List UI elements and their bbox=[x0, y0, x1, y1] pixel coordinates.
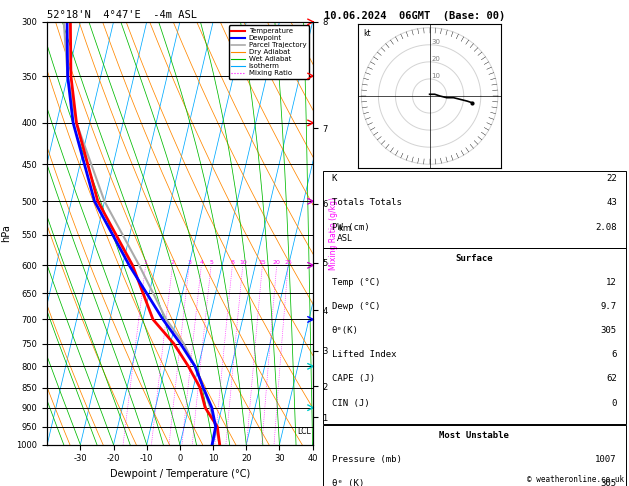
Text: 1007: 1007 bbox=[595, 455, 617, 464]
Text: 4: 4 bbox=[199, 260, 203, 265]
X-axis label: Dewpoint / Temperature (°C): Dewpoint / Temperature (°C) bbox=[110, 469, 250, 479]
Text: PW (cm): PW (cm) bbox=[331, 223, 369, 231]
Text: θᵉ(K): θᵉ(K) bbox=[331, 326, 359, 335]
Text: 5: 5 bbox=[209, 260, 213, 265]
Bar bbox=[323, 247, 626, 424]
Text: 6: 6 bbox=[611, 350, 617, 359]
Text: 62: 62 bbox=[606, 374, 617, 383]
Text: Dewp (°C): Dewp (°C) bbox=[331, 302, 380, 311]
Text: CIN (J): CIN (J) bbox=[331, 399, 369, 408]
Legend: Temperature, Dewpoint, Parcel Trajectory, Dry Adiabat, Wet Adiabat, Isotherm, Mi: Temperature, Dewpoint, Parcel Trajectory… bbox=[228, 25, 309, 79]
Text: 20: 20 bbox=[431, 56, 440, 62]
Text: Pressure (mb): Pressure (mb) bbox=[331, 455, 402, 464]
Text: 8: 8 bbox=[230, 260, 234, 265]
Text: Surface: Surface bbox=[455, 254, 493, 262]
Text: K: K bbox=[331, 174, 337, 183]
Text: 0: 0 bbox=[611, 399, 617, 408]
Text: 2: 2 bbox=[170, 260, 174, 265]
Text: 52°18'N  4°47'E  -4m ASL: 52°18'N 4°47'E -4m ASL bbox=[47, 10, 197, 20]
Text: © weatheronline.co.uk: © weatheronline.co.uk bbox=[528, 474, 625, 484]
Text: 9.7: 9.7 bbox=[601, 302, 617, 311]
Text: Totals Totals: Totals Totals bbox=[331, 198, 402, 208]
Text: 12: 12 bbox=[606, 278, 617, 287]
Text: Lifted Index: Lifted Index bbox=[331, 350, 396, 359]
Text: 1: 1 bbox=[143, 260, 148, 265]
Text: 22: 22 bbox=[606, 174, 617, 183]
Text: 10: 10 bbox=[431, 73, 440, 79]
Bar bbox=[323, 425, 626, 486]
Bar bbox=[323, 171, 626, 248]
Text: 10.06.2024  06GMT  (Base: 00): 10.06.2024 06GMT (Base: 00) bbox=[324, 11, 505, 21]
Text: LCL: LCL bbox=[298, 427, 311, 435]
Text: 2.08: 2.08 bbox=[595, 223, 617, 231]
Text: 43: 43 bbox=[606, 198, 617, 208]
Text: 20: 20 bbox=[273, 260, 281, 265]
Text: CAPE (J): CAPE (J) bbox=[331, 374, 375, 383]
Text: 3: 3 bbox=[187, 260, 191, 265]
Text: 10: 10 bbox=[239, 260, 247, 265]
Text: Most Unstable: Most Unstable bbox=[439, 431, 509, 440]
Text: Temp (°C): Temp (°C) bbox=[331, 278, 380, 287]
Y-axis label: km
ASL: km ASL bbox=[337, 224, 352, 243]
Text: Mixing Ratio (g/kg): Mixing Ratio (g/kg) bbox=[330, 197, 338, 270]
Y-axis label: hPa: hPa bbox=[1, 225, 11, 242]
Text: 305: 305 bbox=[601, 479, 617, 486]
Text: θᵉ (K): θᵉ (K) bbox=[331, 479, 364, 486]
Text: 305: 305 bbox=[601, 326, 617, 335]
Text: 25: 25 bbox=[284, 260, 292, 265]
Text: kt: kt bbox=[363, 30, 370, 38]
Text: 15: 15 bbox=[259, 260, 266, 265]
Text: 30: 30 bbox=[431, 39, 440, 45]
